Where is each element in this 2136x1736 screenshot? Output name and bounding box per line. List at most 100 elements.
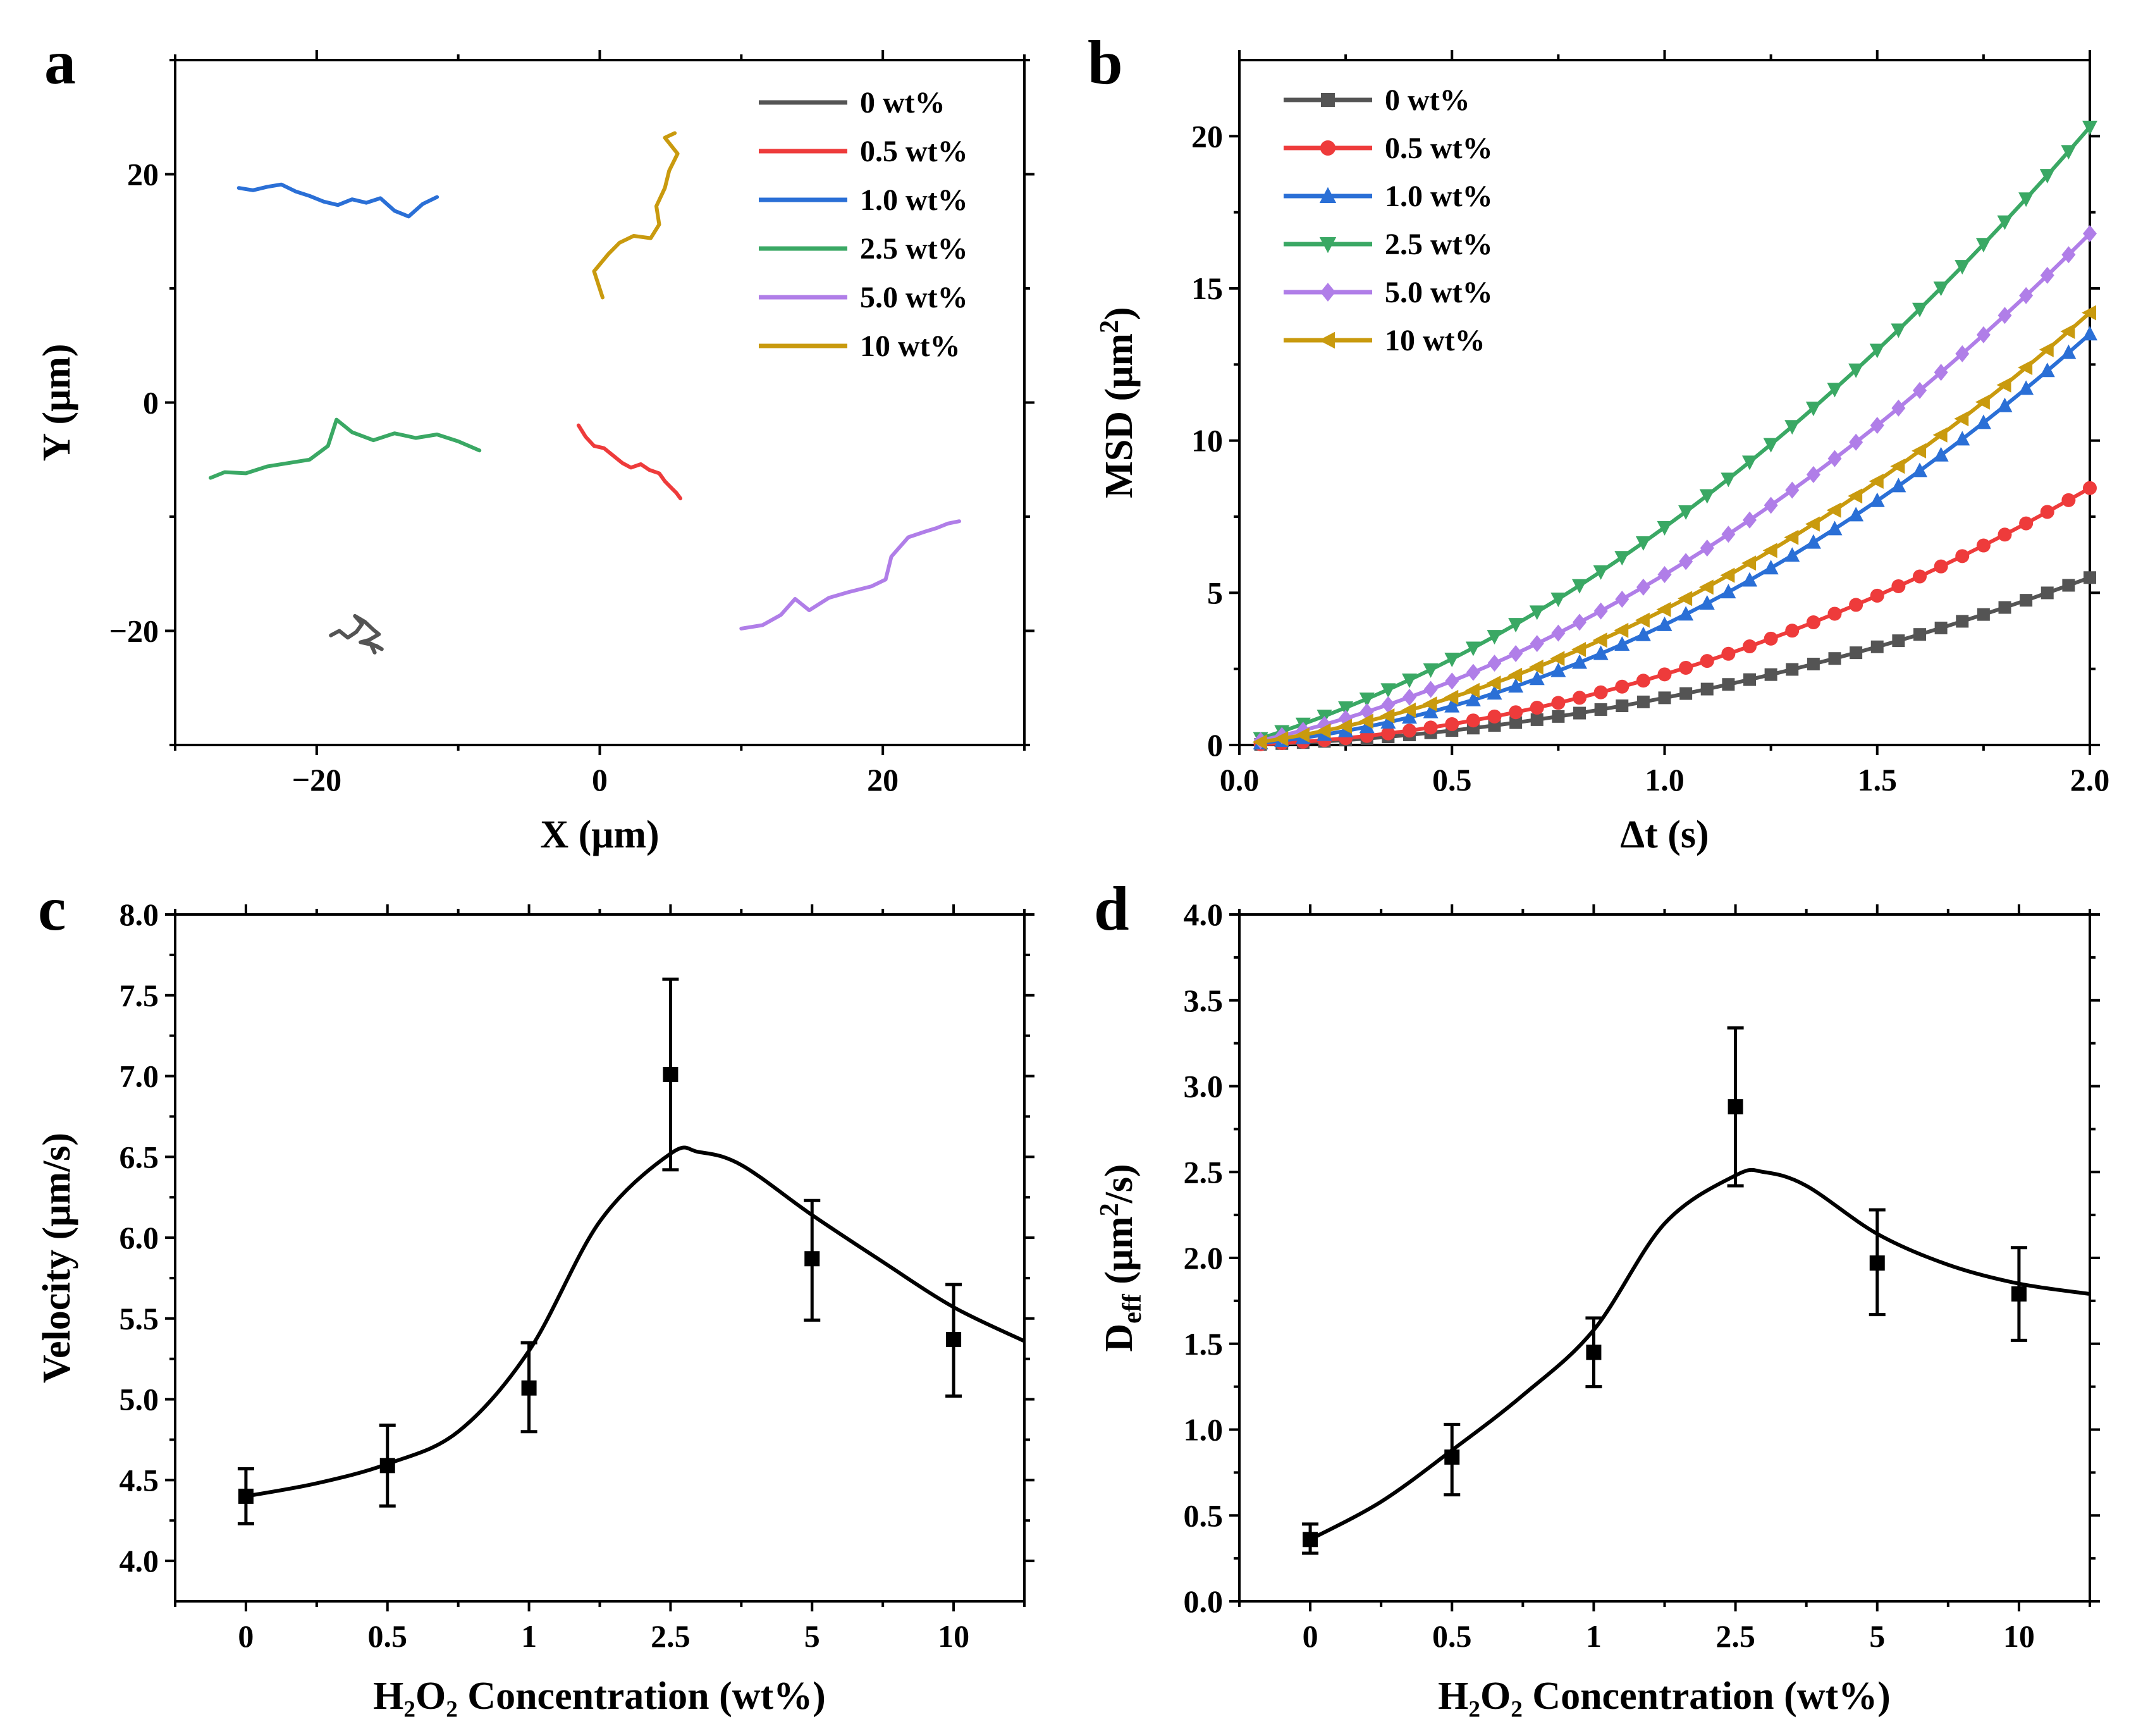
msd-marker-0-5-wt (1636, 674, 1650, 688)
panel-c-ytick-label: 5.0 (120, 1382, 159, 1417)
trajectory-1-0-wt (236, 182, 439, 219)
msd-marker-2-5-wt (2061, 145, 2077, 160)
msd-marker-0-wt (1998, 601, 2011, 614)
msd-marker-0-5-wt (1976, 538, 1991, 553)
msd-marker-1-0-wt (1763, 560, 1779, 575)
panel-c-frame (174, 913, 1026, 1603)
msd-marker-2-5-wt (2039, 169, 2055, 184)
panel-a-xlabel: X (μm) (540, 813, 659, 856)
msd-marker-1-0-wt (2082, 326, 2097, 341)
msd-marker-2-5-wt (1721, 472, 1736, 488)
panel-b-ylabel: MSD (μm2) (1095, 307, 1141, 498)
msd-marker-2-5-wt (1763, 438, 1779, 453)
legend-label-0-wt: 0 wt% (860, 86, 945, 120)
panel-c-ytick-label: 4.5 (120, 1462, 159, 1498)
msd-marker-0-wt (1786, 663, 1799, 676)
legend-marker-1-0-wt (1319, 187, 1337, 203)
msd-marker-1-0-wt (1423, 703, 1439, 718)
msd-marker-5-0-wt (1551, 624, 1566, 642)
msd-marker-0-5-wt (1785, 624, 1800, 638)
msd-marker-0-5-wt (1573, 691, 1587, 705)
msd-marker-2-5-wt (1742, 455, 1757, 471)
msd-marker-0-wt (1636, 695, 1650, 708)
panel-label-b: b (1088, 27, 1123, 97)
panel-c-ytick-label: 6.5 (120, 1139, 159, 1174)
msd-marker-1-0-wt (1572, 654, 1587, 669)
panel-b-ytick-label: 15 (1191, 271, 1223, 306)
panel-b-ylabel-main: MSD (μm (1098, 333, 1141, 498)
msd-marker-1-0-wt (1380, 714, 1396, 729)
msd-marker-0-5-wt (1487, 709, 1502, 723)
msd-marker-5-0-wt (2019, 286, 2034, 304)
msd-marker-10-wt (1635, 612, 1650, 628)
panel-b-xtick-label: 0.0 (1220, 762, 1260, 797)
panel-d-ylabel-rest: (μm (1098, 1216, 1141, 1294)
msd-marker-2-5-wt (1848, 363, 1864, 378)
msd-marker-0-5-wt (1998, 527, 2012, 542)
msd-marker-0-5-wt (1827, 606, 1842, 621)
msd-marker-2-5-wt (1784, 420, 1800, 435)
panel-c-ytick-label: 5.5 (120, 1301, 159, 1336)
panel-label-a: a (44, 27, 76, 97)
msd-marker-5-0-wt (1976, 326, 1991, 343)
panel-d-ytick-label: 2.0 (1184, 1240, 1224, 1276)
panel-a-ylabel: Y (μm) (35, 343, 78, 461)
panel-a-ytick-label: −20 (109, 613, 159, 649)
msd-marker-10-wt (1507, 667, 1523, 683)
msd-marker-2-5-wt (1975, 238, 1991, 253)
msd-marker-5-0-wt (1806, 465, 1820, 483)
msd-marker-5-0-wt (1445, 672, 1459, 690)
msd-marker-10-wt (1848, 488, 1863, 504)
msd-marker-10-wt (1826, 502, 1841, 518)
panel-c-xtick-label: 2.5 (651, 1618, 691, 1654)
msd-marker-2-5-wt (1912, 302, 1927, 317)
msd-marker-2-5-wt (1678, 505, 1694, 520)
panel-c-ytick-label: 4.0 (120, 1543, 159, 1579)
msd-marker-2-5-wt (1550, 592, 1566, 607)
msd-marker-10-wt (1550, 651, 1565, 667)
msd-marker-0-5-wt (1679, 660, 1693, 675)
msd-marker-1-0-wt (1444, 698, 1460, 713)
msd-marker-1-0-wt (1912, 462, 1927, 477)
msd-marker-0-wt (1850, 646, 1863, 660)
panel-c-ytick-label: 7.0 (120, 1059, 159, 1094)
msd-marker-2-5-wt (1487, 630, 1502, 645)
msd-marker-0-5-wt (1934, 559, 1948, 574)
msd-marker-10-wt (1805, 516, 1820, 532)
msd-marker-2-5-wt (1423, 663, 1439, 678)
msd-marker-5-0-wt (1870, 417, 1884, 434)
panel-b-ylabel-sup: 2 (1095, 320, 1124, 333)
panel-d-ytick-label: 2.5 (1184, 1154, 1224, 1190)
msd-marker-1-0-wt (1678, 606, 1694, 621)
msd-marker-5-0-wt (2061, 246, 2076, 264)
msd-marker-5-0-wt (1509, 644, 1523, 662)
msd-marker-0-wt (1594, 703, 1607, 716)
msd-marker-5-0-wt (1403, 689, 1416, 706)
legend-label-2-5-wt: 2.5 wt% (860, 232, 968, 266)
msd-marker-0-wt (1913, 628, 1926, 641)
msd-marker-2-5-wt (2082, 120, 2097, 135)
msd-marker-10-wt (1678, 591, 1693, 606)
msd-marker-10-wt (1358, 713, 1373, 729)
msd-marker-5-0-wt (1573, 613, 1587, 631)
panel-b-ytick-label: 20 (1191, 118, 1223, 154)
msd-marker-0-wt (1573, 706, 1586, 720)
panel-c-xtick-label: 10 (938, 1618, 969, 1654)
msd-marker-0-5-wt (2019, 516, 2034, 531)
msd-marker-5-0-wt (1487, 655, 1502, 672)
panel-c-xtick-label: 0 (238, 1618, 254, 1654)
msd-marker-5-0-wt (1955, 345, 1970, 362)
msd-marker-10-wt (1294, 727, 1310, 743)
panel-d-deff: 0 0.5 1 2.5 5 10 0.0 0.5 1.0 1.5 2.0 2.5 3.0 3.5 4.0 H₂… (1095, 897, 2100, 1718)
legend-label-5-0-wt: 5.0 wt% (860, 281, 968, 314)
msd-marker-2-5-wt (1572, 579, 1587, 594)
msd-marker-5-0-wt (1636, 578, 1650, 596)
msd-marker-2-5-wt (1593, 565, 1609, 580)
panel-d-xtick-label: 2.5 (1716, 1618, 1755, 1654)
msd-marker-0-5-wt (1509, 705, 1523, 720)
msd-marker-0-wt (1700, 682, 1714, 696)
msd-marker-1-0-wt (1997, 397, 2013, 412)
msd-marker-5-0-wt (1530, 635, 1544, 653)
msd-marker-10-wt (2039, 342, 2054, 357)
legend-label-1-0-wt: 1.0 wt% (1385, 180, 1493, 213)
